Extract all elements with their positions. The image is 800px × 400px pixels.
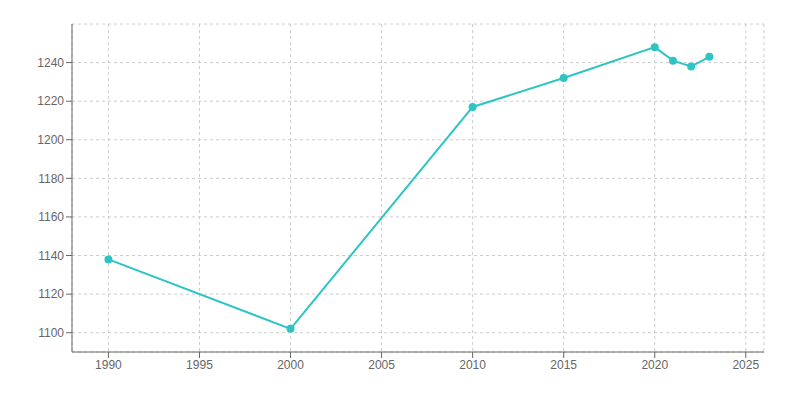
svg-text:1100: 1100 [38, 326, 64, 340]
svg-text:2010: 2010 [459, 358, 486, 372]
svg-text:2020: 2020 [641, 358, 668, 372]
svg-text:1200: 1200 [37, 133, 64, 147]
svg-text:1995: 1995 [186, 358, 213, 372]
svg-text:2000: 2000 [277, 358, 304, 372]
svg-text:1120: 1120 [38, 287, 64, 301]
svg-text:1160: 1160 [38, 210, 64, 224]
svg-text:1990: 1990 [95, 358, 122, 372]
svg-text:2005: 2005 [368, 358, 395, 372]
svg-text:1220: 1220 [37, 94, 64, 108]
svg-text:1180: 1180 [38, 172, 64, 186]
svg-text:2015: 2015 [550, 358, 577, 372]
svg-text:1140: 1140 [38, 249, 64, 263]
svg-text:1240: 1240 [37, 56, 64, 70]
svg-text:2025: 2025 [732, 358, 759, 372]
